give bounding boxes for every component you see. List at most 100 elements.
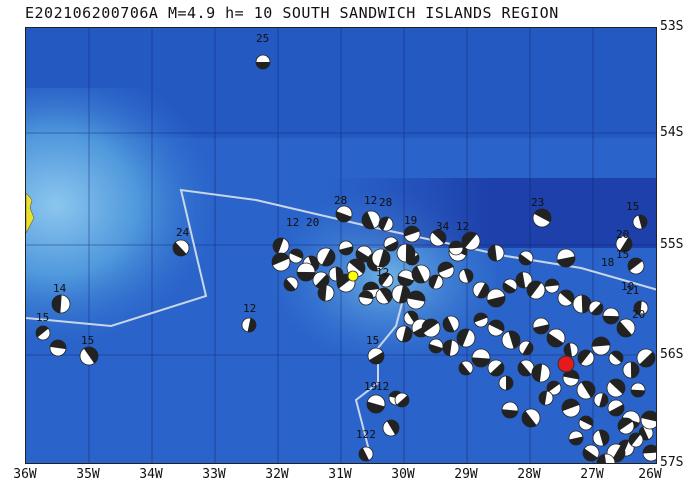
lon-label-35w: 35W [76, 467, 100, 482]
focal-mechanism-quadrant [562, 399, 580, 412]
lat-label-57s: 57S [660, 455, 684, 470]
depth-label: 10 [621, 280, 634, 293]
depth-label: 19 [364, 380, 377, 393]
focal-mechanism-quadrant [641, 411, 656, 422]
focal-mechanism-quadrant [557, 256, 575, 267]
focal-mechanism-quadrant [379, 288, 392, 303]
focal-mechanism-quadrant [518, 361, 532, 376]
focal-mechanism-quadrant [443, 340, 453, 356]
focal-mechanism-quadrant [522, 341, 533, 355]
focal-mechanism-quadrant [559, 290, 574, 304]
focal-mechanism-quadrant [581, 380, 596, 398]
focal-mechanism-quadrant [336, 211, 352, 222]
focal-mechanism-quadrant [639, 351, 655, 367]
focal-mechanism-quadrant [363, 282, 379, 291]
focal-mechanism-quadrant [405, 244, 415, 262]
focal-mechanism-quadrant [321, 249, 335, 266]
focal-mechanism-quadrant [318, 285, 327, 301]
focal-mechanisms [35, 54, 656, 463]
focal-mechanism-quadrant [362, 211, 375, 229]
depth-label: 23 [531, 196, 544, 209]
focal-mechanism-quadrant [379, 217, 389, 231]
lon-label-36w: 36W [13, 467, 37, 482]
focal-mechanism-quadrant [545, 279, 559, 287]
focal-mechanism-quadrant [629, 433, 641, 446]
focal-mechanism-quadrant [619, 237, 632, 252]
focal-mechanism-quadrant [402, 326, 412, 342]
focal-mechanism-quadrant [547, 380, 560, 393]
island [26, 192, 35, 234]
depth-label: 12 [243, 302, 256, 315]
focal-mechanism-quadrant [477, 283, 489, 298]
depth-label: 19 [404, 214, 417, 227]
focal-mechanism-quadrant [502, 409, 518, 418]
focal-mechanism-quadrant [297, 271, 315, 281]
depth-label: 15 [81, 334, 94, 347]
focal-mechanism-quadrant [422, 319, 439, 334]
map-title: E202106200706A M=4.9 h= 10 SOUTH SANDWIC… [25, 4, 559, 22]
focal-mechanism-quadrant [503, 282, 516, 293]
focal-mechanism-quadrant [578, 350, 591, 365]
focal-mechanism-quadrant [432, 230, 447, 244]
focal-mechanism-quadrant [463, 269, 474, 283]
focal-mechanism-quadrant [83, 347, 99, 364]
depth-label: 15 [626, 200, 639, 213]
focal-mechanism-quadrant [634, 301, 642, 315]
focal-mechanism-quadrant [349, 259, 365, 274]
focal-mechanism-quadrant [608, 404, 624, 416]
depth-label: 15 [616, 248, 629, 261]
focal-mechanism-quadrant [173, 242, 187, 256]
focal-mechanism-quadrant [256, 62, 270, 69]
focal-mechanism-quadrant [583, 448, 598, 462]
lon-label-29w: 29W [454, 467, 478, 482]
depth-label: 34 [436, 220, 450, 233]
focal-mechanism-quadrant [457, 329, 470, 347]
focal-mechanism-quadrant [527, 281, 542, 298]
depth-label: 28 [379, 196, 392, 209]
lat-label-54s: 54S [660, 125, 684, 140]
focal-mechanism-quadrant [384, 240, 399, 252]
lon-label-31w: 31W [328, 467, 352, 482]
depth-label: 28 [334, 194, 347, 207]
lon-label-28w: 28W [517, 467, 541, 482]
focal-mechanism-quadrant [564, 343, 573, 357]
lat-label-56s: 56S [660, 347, 684, 362]
focal-mechanism-quadrant [449, 241, 463, 249]
depth-label: 15 [366, 334, 379, 347]
focal-mechanism-quadrant [273, 238, 284, 254]
focal-mechanism-quadrant [506, 376, 513, 390]
focal-mechanism-quadrant [358, 447, 370, 461]
focal-mechanism-quadrant [610, 350, 623, 363]
focal-mechanism-quadrant [459, 362, 471, 375]
plate-boundary [26, 188, 656, 328]
depth-label: 12 [456, 220, 469, 233]
focal-mechanism-quadrant [532, 364, 543, 382]
focal-mechanism-quadrant [628, 258, 643, 271]
focal-mechanism-quadrant [539, 391, 548, 405]
seismicity-map[interactable]: 25 28 12 28 19 23 15 20 24 12 20 14 15 15 12 15 19 12 122 3… [25, 27, 657, 464]
focal-mechanism-quadrant [398, 275, 414, 286]
focal-mechanism-quadrant [603, 315, 619, 324]
depth-label: 18 [601, 256, 614, 269]
focal-mechanism-quadrant [617, 321, 632, 337]
focal-mechanism-quadrant [487, 295, 505, 307]
focal-mechanism-quadrant [611, 445, 625, 462]
focal-mechanism-quadrant [386, 420, 399, 435]
lon-label-26w: 26W [638, 467, 662, 482]
focal-mechanism-quadrant [598, 430, 609, 446]
focal-mechanism-quadrant [356, 249, 371, 262]
focal-mechanism-quadrant [378, 249, 390, 267]
focal-mechanism-quadrant [618, 418, 633, 431]
focal-mechanism-quadrant [369, 351, 384, 364]
focal-mechanism-quadrant [599, 393, 608, 407]
focal-mechanism-quadrant [630, 362, 639, 378]
focal-mechanism-quadrant [597, 454, 606, 463]
focal-mechanism-quadrant [247, 318, 256, 332]
focal-mechanism-quadrant [609, 379, 625, 395]
focal-mechanism-quadrant [428, 343, 443, 354]
depth-label: 122 [356, 428, 376, 441]
depth-label: 25 [256, 32, 269, 45]
focal-mechanism-quadrant [462, 232, 477, 248]
lon-label-30w: 30W [391, 467, 415, 482]
